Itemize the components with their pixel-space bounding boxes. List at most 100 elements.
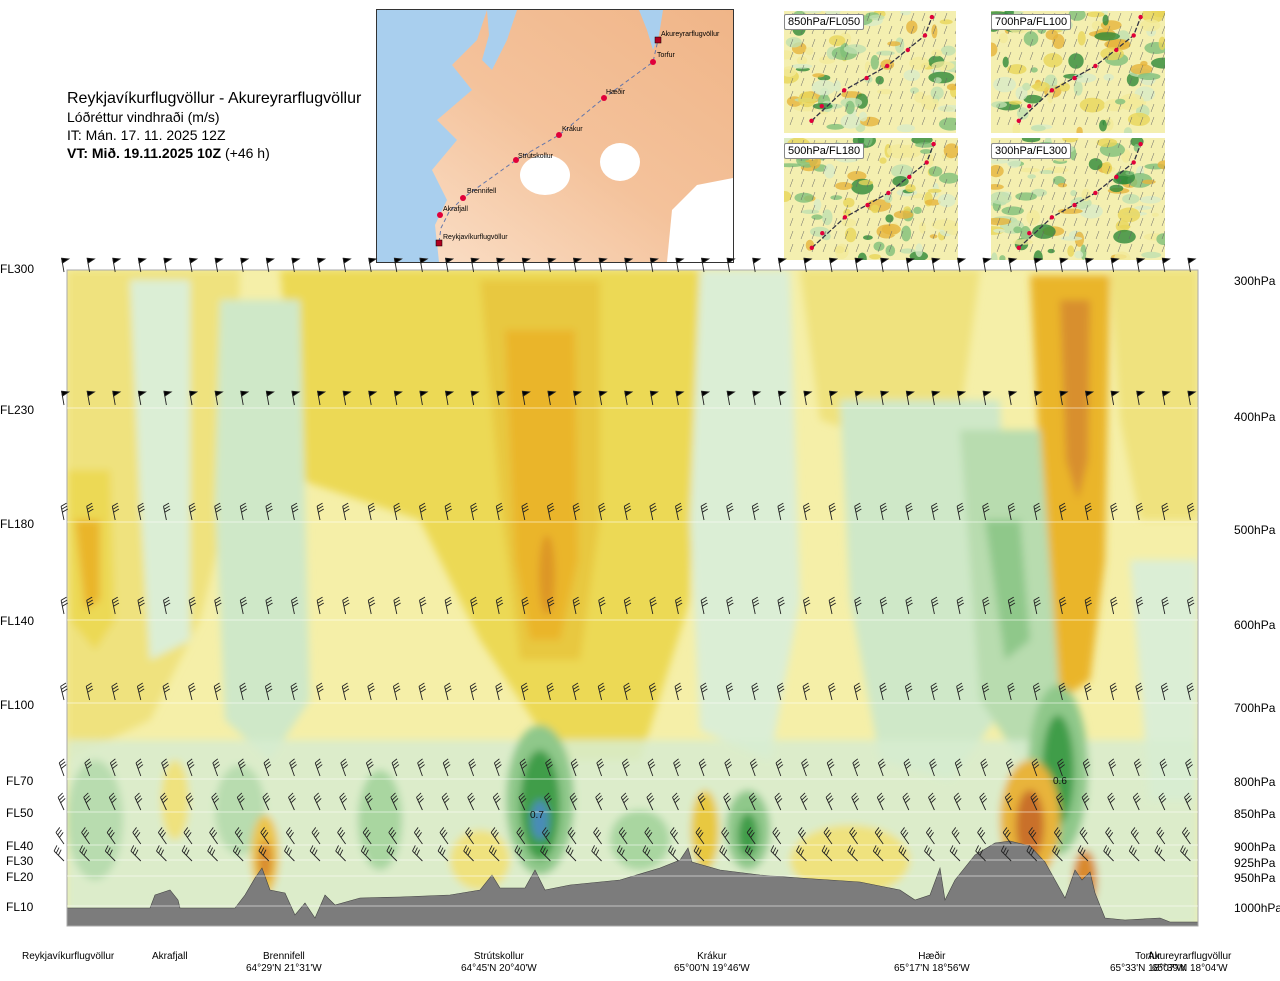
wind-barb: [86, 596, 94, 615]
mini-barb: [1084, 165, 1089, 175]
wind-barb: [823, 827, 833, 845]
mini-barb: [833, 103, 838, 113]
mini-barb: [1106, 12, 1111, 22]
wind-barb: [189, 390, 199, 406]
wind-barb: [84, 758, 93, 777]
wind-barb: [673, 758, 681, 777]
wind-barb: [565, 845, 577, 862]
mini-barb: [1117, 243, 1122, 253]
mini-barb: [888, 90, 893, 100]
mini-barb: [996, 178, 1001, 188]
mini-barb: [921, 25, 926, 35]
mini-field-blob: [991, 165, 1004, 178]
wind-barb: [393, 390, 403, 406]
mini-barb: [789, 90, 794, 100]
mini-barb: [921, 217, 926, 227]
wind-barb: [796, 845, 807, 862]
mini-barb: [1150, 12, 1155, 22]
wind-barb: [924, 845, 935, 862]
wind-barb: [668, 845, 679, 862]
mini-barb: [899, 204, 904, 214]
mini-barb: [789, 217, 794, 227]
mini-barb: [833, 51, 838, 61]
mini-barb: [1040, 165, 1045, 175]
wind-barb: [136, 682, 145, 701]
mini-barb: [877, 51, 882, 61]
mini-barb: [1095, 64, 1100, 74]
mini-barb: [910, 217, 915, 227]
mini-field-blob: [794, 192, 814, 203]
mini-barb: [910, 38, 915, 48]
map-point-krakur: [556, 132, 562, 138]
mini-barb: [1161, 25, 1165, 35]
mini-barb: [1029, 217, 1034, 227]
mini-barb: [1128, 103, 1133, 113]
mini-barb: [899, 165, 904, 175]
wind-barb: [237, 758, 246, 777]
mini-barb: [844, 38, 849, 48]
mini-route-point: [905, 47, 910, 53]
mini-barb: [921, 139, 926, 149]
mini-barb: [996, 243, 1001, 253]
site-name: Hæðir: [918, 951, 946, 962]
mini-barb: [1040, 116, 1045, 126]
mini-barb: [833, 116, 838, 126]
wind-barb: [623, 682, 631, 701]
mini-barb: [1062, 217, 1067, 227]
mini-panel-850-label: 850hPa/FL050: [784, 14, 865, 30]
mini-barb: [866, 243, 871, 253]
wind-barb: [1008, 257, 1018, 273]
wind-barb: [340, 758, 349, 777]
wind-barb: [719, 845, 730, 862]
site-label-haedir: Hæðir 65°17'N 18°56'W: [894, 951, 970, 975]
wind-barb: [111, 502, 120, 521]
wind-barb: [721, 827, 730, 845]
wind-barb: [726, 502, 734, 521]
mini-field-blob: [915, 142, 936, 148]
wind-barb: [675, 596, 683, 615]
wind-barb: [108, 792, 117, 811]
wind-barb: [647, 758, 656, 777]
wind-barb: [232, 845, 244, 862]
wind-barb: [847, 845, 858, 862]
wind-barb: [341, 682, 350, 701]
mini-barb: [1084, 103, 1089, 113]
mini-field-blob: [991, 101, 1007, 108]
mini-barb: [996, 51, 1001, 61]
wind-barb: [1059, 390, 1069, 406]
mini-field-blob: [991, 191, 1012, 205]
wind-barb: [674, 682, 683, 701]
wind-barb: [1182, 827, 1191, 845]
wind-barb: [104, 845, 116, 862]
mini-field-blob: [1026, 209, 1040, 226]
wind-barb: [368, 390, 378, 406]
mini-barb: [888, 51, 893, 61]
mini-route-point: [931, 141, 936, 147]
mini-barb: [921, 230, 926, 240]
mini-field-blob: [931, 49, 943, 57]
hpa-label-800: 800hPa: [1234, 775, 1276, 789]
mini-barb: [866, 25, 871, 35]
mini-field-blob: [1094, 32, 1120, 41]
wind-barb: [393, 596, 401, 615]
mini-barb: [943, 77, 948, 87]
mini-barb: [932, 191, 937, 201]
mini-barb: [1139, 25, 1144, 35]
site-label-torfur: Torfur 65°33'N 18°07'W: [1110, 951, 1186, 975]
wind-barb: [902, 792, 911, 811]
mini-barb: [844, 103, 849, 113]
wind-barb: [367, 502, 376, 521]
mini-background: [784, 11, 956, 133]
mini-field-blob: [879, 157, 887, 164]
mini-barb: [811, 191, 816, 201]
wind-barb: [854, 390, 864, 406]
wind-barb: [112, 390, 122, 406]
mini-barb: [921, 12, 926, 22]
mini-barb: [899, 103, 904, 113]
mini-field-blob: [845, 100, 855, 115]
wind-barb: [79, 845, 90, 862]
map-label-haedir: Hæðir: [606, 88, 626, 96]
wind-barb: [1007, 682, 1015, 701]
wind-barb: [623, 596, 632, 615]
wind-barb: [368, 257, 378, 273]
